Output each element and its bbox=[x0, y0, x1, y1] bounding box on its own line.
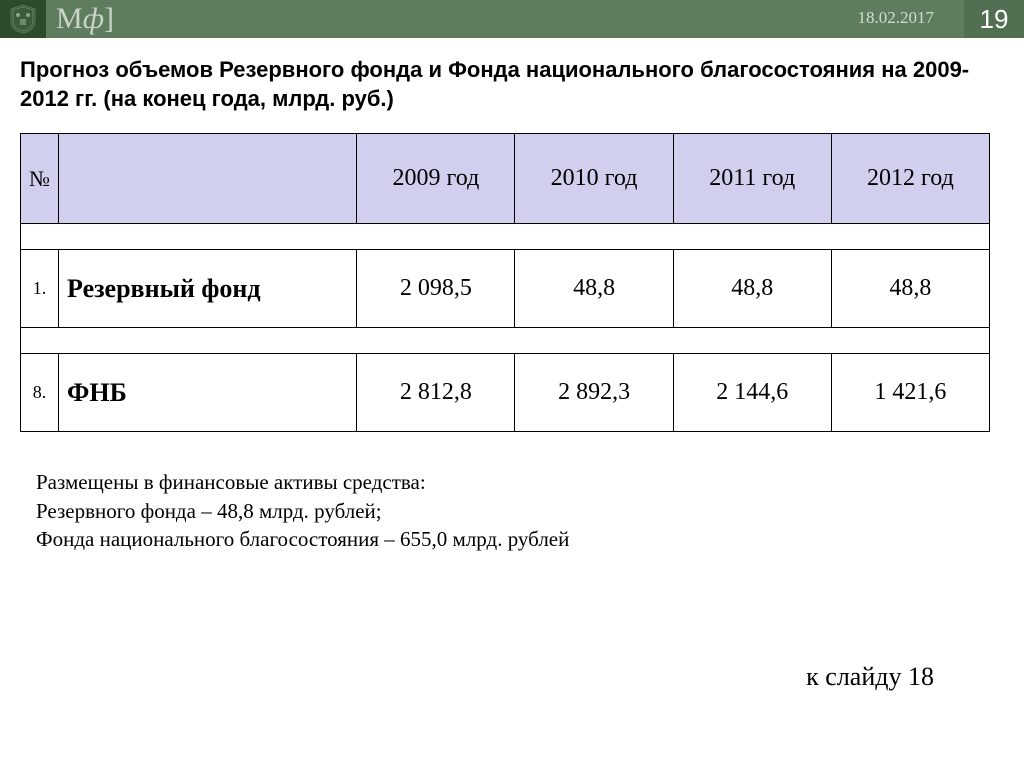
logo-text: Мф] bbox=[56, 2, 114, 36]
cell-num: 8. bbox=[21, 354, 59, 432]
note-line: Фонда национального благосостояния – 655… bbox=[36, 525, 1004, 553]
table-row: 8. ФНБ 2 812,8 2 892,3 2 144,6 1 421,6 bbox=[21, 354, 990, 432]
coat-of-arms-icon bbox=[5, 3, 41, 35]
cell-name: ФНБ bbox=[59, 354, 357, 432]
logo-m: М bbox=[56, 2, 83, 35]
note-line: Резервного фонда – 48,8 млрд. рублей; bbox=[36, 497, 1004, 525]
logo-bracket: ] bbox=[104, 2, 114, 35]
cell-2012: 1 421,6 bbox=[831, 354, 989, 432]
header-bar: Мф] 18.02.2017 19 bbox=[0, 0, 1024, 38]
table-spacer-row bbox=[21, 328, 990, 354]
col-2009: 2009 год bbox=[357, 134, 515, 224]
slide-number: 19 bbox=[964, 0, 1024, 38]
col-2012: 2012 год bbox=[831, 134, 989, 224]
forecast-table: № 2009 год 2010 год 2011 год 2012 год 1.… bbox=[20, 133, 990, 432]
cell-num: 1. bbox=[21, 250, 59, 328]
cell-2012: 48,8 bbox=[831, 250, 989, 328]
table-header-row: № 2009 год 2010 год 2011 год 2012 год bbox=[21, 134, 990, 224]
cell-2011: 2 144,6 bbox=[673, 354, 831, 432]
cell-2011: 48,8 bbox=[673, 250, 831, 328]
notes-block: Размещены в финансовые активы средства: … bbox=[0, 432, 1024, 553]
col-2010: 2010 год bbox=[515, 134, 673, 224]
cell-2009: 2 098,5 bbox=[357, 250, 515, 328]
note-line: Размещены в финансовые активы средства: bbox=[36, 468, 1004, 496]
slide-title: Прогноз объемов Резервного фонда и Фонда… bbox=[0, 38, 1024, 123]
table-spacer-row bbox=[21, 224, 990, 250]
crest-emblem bbox=[0, 0, 46, 38]
col-2011: 2011 год bbox=[673, 134, 831, 224]
slide-reference-link[interactable]: к слайду 18 bbox=[806, 662, 934, 692]
cell-2010: 48,8 bbox=[515, 250, 673, 328]
col-name bbox=[59, 134, 357, 224]
table-row: 1. Резервный фонд 2 098,5 48,8 48,8 48,8 bbox=[21, 250, 990, 328]
table-container: № 2009 год 2010 год 2011 год 2012 год 1.… bbox=[0, 123, 1024, 432]
cell-2009: 2 812,8 bbox=[357, 354, 515, 432]
cell-2010: 2 892,3 bbox=[515, 354, 673, 432]
logo-phi: ф bbox=[83, 2, 104, 35]
cell-name: Резервный фонд bbox=[59, 250, 357, 328]
header-date: 18.02.2017 bbox=[858, 8, 935, 28]
col-num: № bbox=[21, 134, 59, 224]
